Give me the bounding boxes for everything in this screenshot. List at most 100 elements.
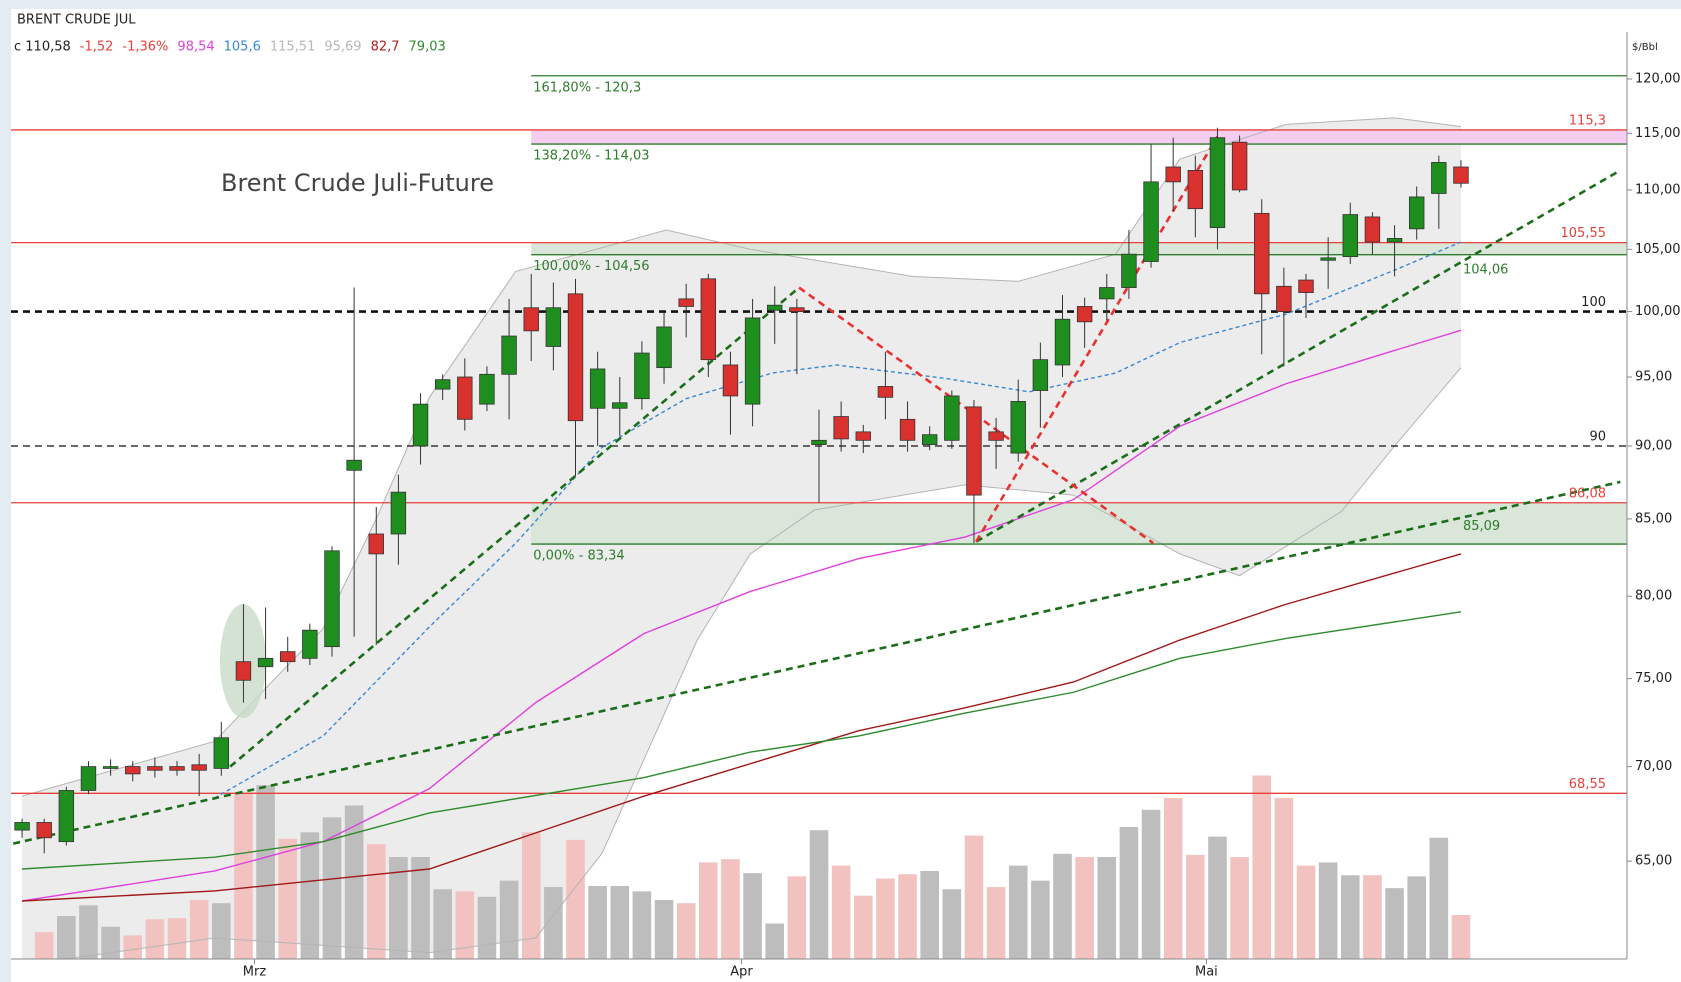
- y-tick-label: 100,00: [1635, 304, 1681, 319]
- fib-label: 100,00% - 104,56: [533, 259, 649, 274]
- volume-bar: [942, 889, 962, 959]
- header-value: c 110,58: [14, 40, 71, 55]
- volume-bar: [455, 891, 475, 959]
- volume-bar: [1031, 880, 1050, 959]
- candle-body: [1121, 253, 1137, 288]
- volume-bar: [1186, 854, 1205, 959]
- candle-body: [567, 293, 584, 422]
- y-tick-label: 65,00: [1635, 854, 1672, 869]
- zone: [531, 502, 1627, 545]
- volume-bar: [1053, 853, 1072, 959]
- volume-bar: [167, 918, 187, 959]
- volume-bar: [1075, 857, 1094, 959]
- volume-bar: [1252, 775, 1272, 959]
- volume-bar: [898, 874, 917, 959]
- candle-body: [1386, 238, 1403, 243]
- candle-body: [944, 395, 960, 441]
- level-label: 105,55: [1561, 226, 1607, 241]
- volume-bar: [278, 838, 298, 959]
- candle-body: [877, 386, 894, 398]
- volume-bar: [787, 876, 807, 959]
- header-value: -1,52: [80, 40, 114, 55]
- volume-bar: [366, 844, 386, 959]
- candle-body: [280, 651, 296, 663]
- candle-body: [634, 352, 650, 400]
- volume-bar: [189, 899, 209, 959]
- candle-body: [1276, 285, 1292, 312]
- volume-bar: [1141, 809, 1161, 959]
- x-tick-label: Mrz: [243, 965, 267, 980]
- volume-bar: [1340, 875, 1360, 959]
- candle-body: [1364, 216, 1381, 243]
- volume-bar: [566, 839, 585, 959]
- volume-bar: [256, 785, 275, 959]
- volume-bar: [610, 886, 630, 959]
- header-value: 95,69: [324, 40, 361, 55]
- volume-bar: [234, 792, 253, 959]
- band-upper: [21, 117, 1462, 797]
- candle-body: [324, 550, 340, 648]
- volume-bar: [1208, 836, 1227, 959]
- header-value: 79,03: [409, 40, 446, 55]
- candle-body: [921, 434, 938, 445]
- volume-bar: [721, 859, 740, 959]
- candle-body: [1187, 170, 1204, 210]
- volume-bar: [300, 832, 320, 959]
- candle-body: [1320, 257, 1336, 261]
- volume-bar: [389, 857, 408, 959]
- y-tick-label: 75,00: [1635, 671, 1672, 686]
- x-tick-label: Mai: [1195, 965, 1218, 980]
- candle-body: [789, 307, 805, 312]
- volume-bar: [632, 891, 652, 959]
- candle-body: [412, 403, 429, 447]
- level-label: 86,08: [1569, 486, 1606, 501]
- trendline: [975, 169, 1622, 543]
- chart-title: BRENT CRUDE JUL: [17, 13, 136, 28]
- level-label: 100: [1581, 295, 1606, 310]
- volume-bar: [743, 873, 762, 959]
- candle-body: [457, 376, 473, 420]
- candle-body: [235, 661, 252, 681]
- candle-body: [545, 307, 562, 347]
- y-tick-label: 90,00: [1635, 438, 1672, 453]
- zone: [531, 129, 1627, 145]
- candle-body: [988, 431, 1004, 441]
- candle-body: [855, 431, 871, 441]
- moving-average: [22, 611, 1462, 870]
- moving-average: [21, 329, 1462, 902]
- volume-bar: [499, 880, 519, 959]
- candle-body: [125, 766, 141, 775]
- candle-body: [523, 307, 539, 332]
- candle-body: [767, 304, 783, 311]
- candle-body: [589, 368, 606, 409]
- volume-bar: [433, 889, 452, 959]
- volume-bar: [588, 886, 607, 959]
- candle-body: [434, 379, 451, 390]
- y-tick-label: 95,00: [1635, 369, 1672, 384]
- candle-body: [656, 326, 672, 369]
- header-value: 98,54: [177, 40, 214, 55]
- volume-bar: [765, 923, 785, 959]
- marker-label: 85,09: [1463, 519, 1500, 534]
- candle-body: [14, 822, 30, 831]
- candle-body: [479, 373, 495, 405]
- candle-body: [346, 459, 362, 471]
- y-tick-label: 80,00: [1635, 589, 1672, 604]
- y-tick-label: 85,00: [1635, 511, 1672, 526]
- y-tick-label: 105,00: [1635, 242, 1681, 257]
- volume-bar: [809, 830, 829, 959]
- candle-body: [1209, 137, 1226, 229]
- y-tick-label: 110,00: [1635, 182, 1681, 197]
- volume-bar: [1119, 826, 1139, 959]
- candle-body: [899, 418, 916, 441]
- candle-body: [1431, 162, 1447, 194]
- candle-body: [678, 298, 694, 307]
- volume-bar: [101, 926, 120, 959]
- candle-body: [58, 790, 75, 843]
- fib-label: 0,00% - 83,34: [533, 549, 624, 564]
- volume-bar: [1407, 876, 1426, 959]
- candle-body: [169, 766, 185, 771]
- candle-body: [1143, 181, 1159, 262]
- trendline: [229, 286, 800, 768]
